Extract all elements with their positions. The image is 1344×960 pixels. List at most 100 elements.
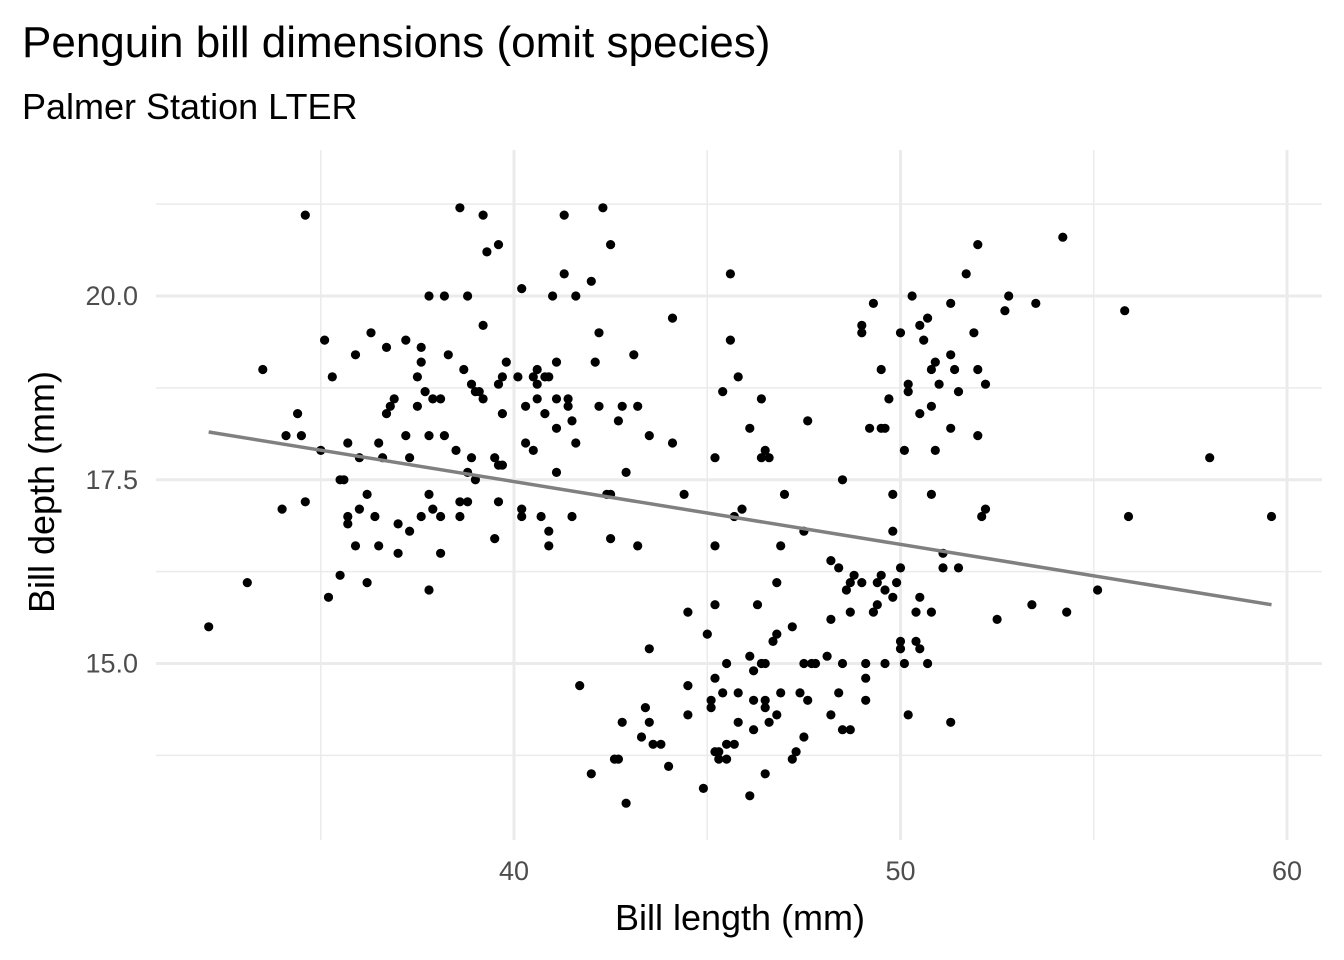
data-point [946,423,956,433]
data-point [327,372,337,382]
data-point [926,364,937,375]
data-point [764,717,774,727]
data-point [362,578,372,588]
data-point [350,350,361,360]
data-point [722,658,732,669]
data-point [540,409,550,419]
data-point [633,401,643,411]
data-point [992,614,1002,625]
data-point [370,511,380,522]
data-point [323,592,334,602]
data-point [729,739,739,749]
data-point [895,644,906,654]
data-point [463,497,473,507]
data-point [772,629,782,639]
data-point [930,445,940,455]
data-point [756,453,767,463]
data-point [895,328,906,338]
data-point [598,203,608,213]
data-point [733,717,743,727]
data-point [760,769,770,779]
data-point [416,511,426,522]
data-point [362,489,372,499]
data-point [1123,511,1134,522]
data-point [644,431,654,441]
data-point [320,335,330,345]
data-point [420,387,430,397]
data-point [293,409,303,419]
data-point [300,210,310,220]
data-point [401,431,411,441]
data-point [466,453,477,463]
data-point [405,526,415,536]
data-point [710,541,720,551]
data-point [980,504,991,514]
data-point [517,284,527,294]
data-point [888,592,898,602]
data-point [381,342,392,352]
data-point [845,725,855,735]
data-point [1205,453,1215,463]
data-point [439,291,449,301]
data-point [973,364,983,375]
data-point [745,791,755,801]
data-point [586,769,596,779]
chart-title: Penguin bill dimensions (omit species) [22,18,771,67]
data-point [868,298,879,308]
data-point [621,467,631,477]
y-tick-label: 20.0 [85,281,138,311]
data-point [752,600,763,610]
data-point [923,313,933,323]
data-point [718,688,728,698]
data-point [714,747,724,757]
data-point [339,475,349,485]
data-point [722,754,732,764]
minor-gridlines [156,150,1322,840]
y-axis-title: Bill depth (mm) [21,371,62,613]
data-point [888,489,898,499]
data-point [493,497,504,507]
data-point [517,511,527,522]
data-point [613,754,624,764]
data-point [443,350,453,360]
data-point [953,387,964,397]
data-point [389,394,399,404]
data-point [926,401,937,411]
data-point [470,475,480,485]
data-point [281,431,291,441]
data-point [594,328,604,338]
data-point [683,710,693,720]
data-point [617,717,627,727]
data-point [636,732,647,742]
data-point [567,416,577,426]
data-point [868,607,879,617]
data-point [528,372,538,382]
data-point [876,570,886,580]
data-point [374,541,384,551]
data-point [343,438,353,448]
data-point [857,320,867,330]
data-point [919,335,929,345]
data-point [834,688,844,698]
data-point [834,563,844,573]
data-point [551,467,562,477]
data-point [946,298,956,308]
data-point [837,475,848,485]
data-point [779,489,790,499]
data-point [401,335,411,345]
data-point [980,379,991,389]
data-point [760,445,770,455]
data-point [923,658,933,669]
data-point [946,717,956,727]
data-point [459,364,469,375]
data-point [405,453,415,463]
data-point [544,541,554,551]
data-point [644,717,654,727]
data-point [764,453,774,463]
data-point [544,526,554,536]
data-point [393,519,403,529]
data-point [478,394,488,404]
data-point [845,578,855,588]
data-point [567,511,577,522]
